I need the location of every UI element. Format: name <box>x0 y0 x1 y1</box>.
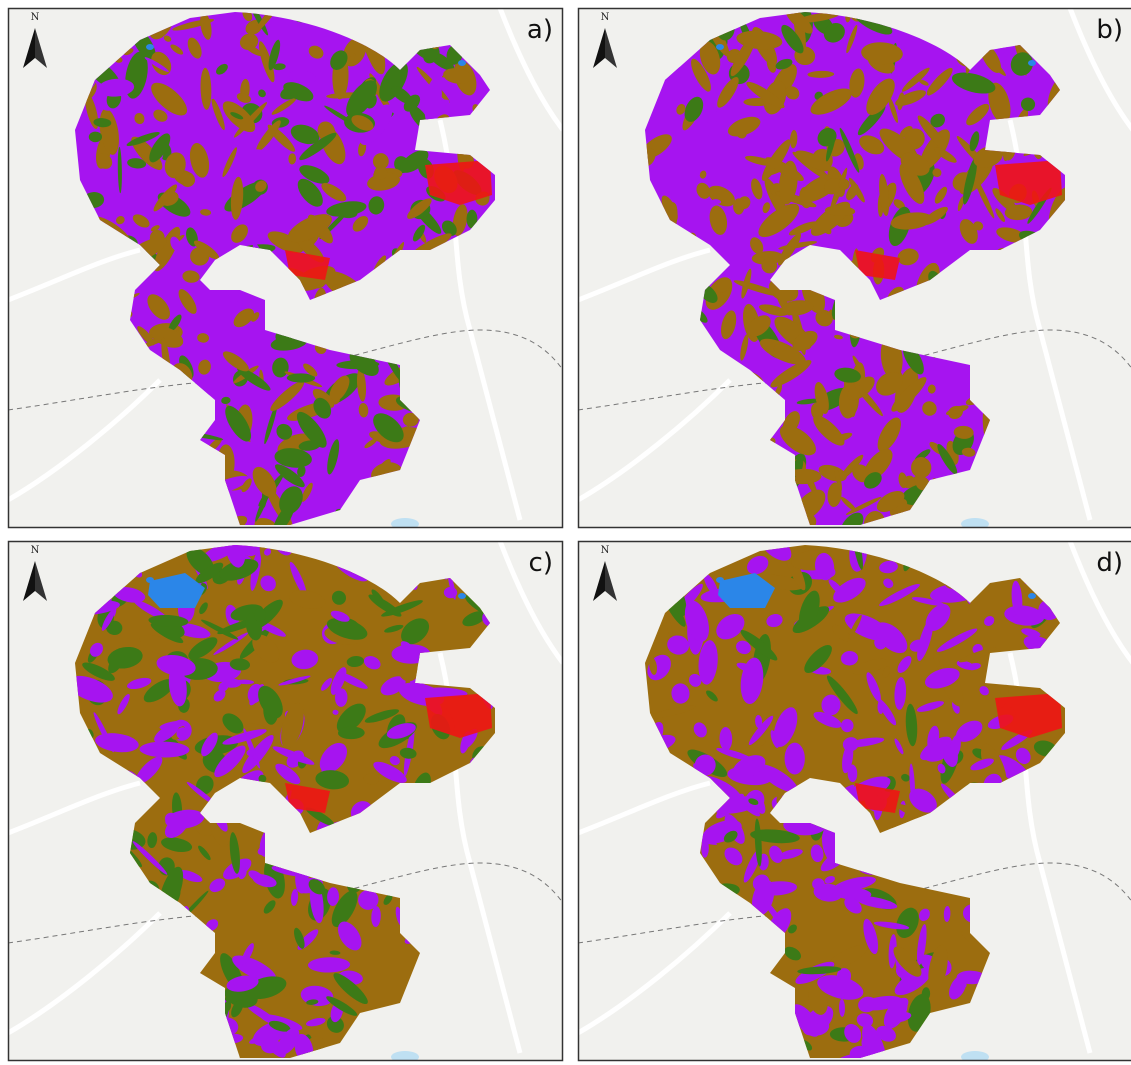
panel-label: a) <box>527 15 553 45</box>
water <box>458 593 466 599</box>
north-label: N <box>601 545 610 556</box>
water <box>146 44 154 50</box>
patch <box>784 743 804 775</box>
water <box>458 60 466 66</box>
north-label: N <box>601 12 610 23</box>
figure: Na)Nb)Nc)Nd) <box>0 0 1131 1065</box>
map-panel: Nd) <box>578 522 1131 1065</box>
water <box>1028 593 1036 599</box>
panel-label: d) <box>1096 548 1123 578</box>
north-label: N <box>31 545 40 556</box>
map-panel: Na) <box>8 0 563 546</box>
north-label: N <box>31 12 40 23</box>
panel-label: b) <box>1096 15 1123 45</box>
panel-label: c) <box>529 548 553 578</box>
water <box>1028 60 1036 66</box>
water <box>716 44 724 50</box>
map-panel: Nc) <box>8 528 563 1065</box>
